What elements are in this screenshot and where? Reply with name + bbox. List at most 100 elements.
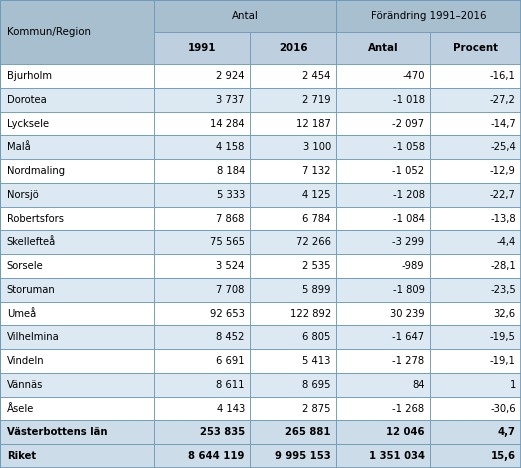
Bar <box>0 159 154 183</box>
Text: 8 644 119: 8 644 119 <box>189 451 245 461</box>
Text: 265 881: 265 881 <box>286 427 331 438</box>
Text: -4,4: -4,4 <box>497 237 516 247</box>
Text: -1 809: -1 809 <box>393 285 425 295</box>
Bar <box>0 207 154 230</box>
Text: Antal: Antal <box>368 43 398 53</box>
Text: Bjurholm: Bjurholm <box>7 71 52 81</box>
Text: -470: -470 <box>402 71 425 81</box>
Text: -14,7: -14,7 <box>490 118 516 129</box>
Bar <box>154 135 250 159</box>
Bar <box>154 0 336 32</box>
Text: -19,1: -19,1 <box>490 356 516 366</box>
Bar <box>0 325 154 349</box>
Text: Lycksele: Lycksele <box>7 118 49 129</box>
Text: 2 454: 2 454 <box>303 71 331 81</box>
Bar <box>430 88 521 112</box>
Bar <box>250 302 336 325</box>
Text: Robertsfors: Robertsfors <box>7 213 64 224</box>
Bar <box>336 88 430 112</box>
Text: -12,9: -12,9 <box>490 166 516 176</box>
Bar <box>154 420 250 444</box>
Bar <box>250 349 336 373</box>
Bar <box>154 207 250 230</box>
Bar <box>154 32 250 64</box>
Bar <box>430 159 521 183</box>
Text: 2 875: 2 875 <box>302 403 331 414</box>
Bar <box>250 254 336 278</box>
Text: -1 647: -1 647 <box>392 332 425 342</box>
Text: -1 084: -1 084 <box>393 213 425 224</box>
Bar <box>430 183 521 207</box>
Bar <box>154 230 250 254</box>
Bar <box>430 207 521 230</box>
Text: -30,6: -30,6 <box>490 403 516 414</box>
Text: 1: 1 <box>510 380 516 390</box>
Bar <box>154 302 250 325</box>
Bar <box>250 397 336 420</box>
Text: 3 524: 3 524 <box>217 261 245 271</box>
Bar <box>250 64 336 88</box>
Text: Kommun/Region: Kommun/Region <box>7 27 91 37</box>
Bar <box>154 88 250 112</box>
Bar <box>430 230 521 254</box>
Text: 12 187: 12 187 <box>296 118 331 129</box>
Text: -28,1: -28,1 <box>490 261 516 271</box>
Text: -989: -989 <box>402 261 425 271</box>
Bar <box>250 112 336 135</box>
Text: 2016: 2016 <box>279 43 307 53</box>
Bar <box>154 397 250 420</box>
Text: 4 158: 4 158 <box>217 142 245 152</box>
Bar <box>430 302 521 325</box>
Bar <box>430 349 521 373</box>
Text: -1 052: -1 052 <box>392 166 425 176</box>
Text: Förändring 1991–2016: Förändring 1991–2016 <box>371 11 486 21</box>
Text: 75 565: 75 565 <box>210 237 245 247</box>
Text: -1 278: -1 278 <box>392 356 425 366</box>
Bar <box>336 325 430 349</box>
Bar <box>154 349 250 373</box>
Text: 1 351 034: 1 351 034 <box>369 451 425 461</box>
Text: 8 611: 8 611 <box>216 380 245 390</box>
Text: Nordmaling: Nordmaling <box>7 166 65 176</box>
Bar <box>336 230 430 254</box>
Text: -13,8: -13,8 <box>490 213 516 224</box>
Bar <box>430 420 521 444</box>
Bar <box>0 88 154 112</box>
Text: 6 784: 6 784 <box>303 213 331 224</box>
Bar <box>250 207 336 230</box>
Text: 12 046: 12 046 <box>386 427 425 438</box>
Text: Vindeln: Vindeln <box>7 356 44 366</box>
Text: -19,5: -19,5 <box>490 332 516 342</box>
Text: -3 299: -3 299 <box>392 237 425 247</box>
Bar <box>430 325 521 349</box>
Bar <box>250 373 336 397</box>
Text: 7 132: 7 132 <box>302 166 331 176</box>
Bar <box>430 112 521 135</box>
Bar <box>250 135 336 159</box>
Bar <box>336 0 521 32</box>
Bar <box>430 254 521 278</box>
Text: 3 100: 3 100 <box>303 142 331 152</box>
Bar <box>154 444 250 468</box>
Bar <box>336 397 430 420</box>
Bar <box>250 183 336 207</box>
Bar <box>250 420 336 444</box>
Bar <box>336 254 430 278</box>
Bar <box>250 278 336 302</box>
Text: Skellefteå: Skellefteå <box>7 237 56 247</box>
Bar <box>154 325 250 349</box>
Bar <box>336 159 430 183</box>
Bar <box>154 254 250 278</box>
Bar <box>336 444 430 468</box>
Text: Malå: Malå <box>7 142 31 152</box>
Text: -23,5: -23,5 <box>490 285 516 295</box>
Bar <box>0 349 154 373</box>
Text: 2 924: 2 924 <box>216 71 245 81</box>
Bar <box>336 32 430 64</box>
Text: 4,7: 4,7 <box>498 427 516 438</box>
Bar <box>336 64 430 88</box>
Bar <box>0 112 154 135</box>
Bar <box>430 373 521 397</box>
Text: 8 452: 8 452 <box>217 332 245 342</box>
Bar <box>430 32 521 64</box>
